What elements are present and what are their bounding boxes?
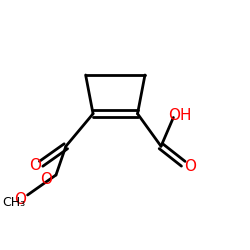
Text: O: O: [184, 159, 196, 174]
Text: CH₃: CH₃: [2, 196, 26, 209]
Text: O: O: [40, 172, 52, 188]
Text: O: O: [14, 192, 26, 208]
Text: O: O: [29, 158, 41, 172]
Text: OH: OH: [168, 108, 192, 122]
